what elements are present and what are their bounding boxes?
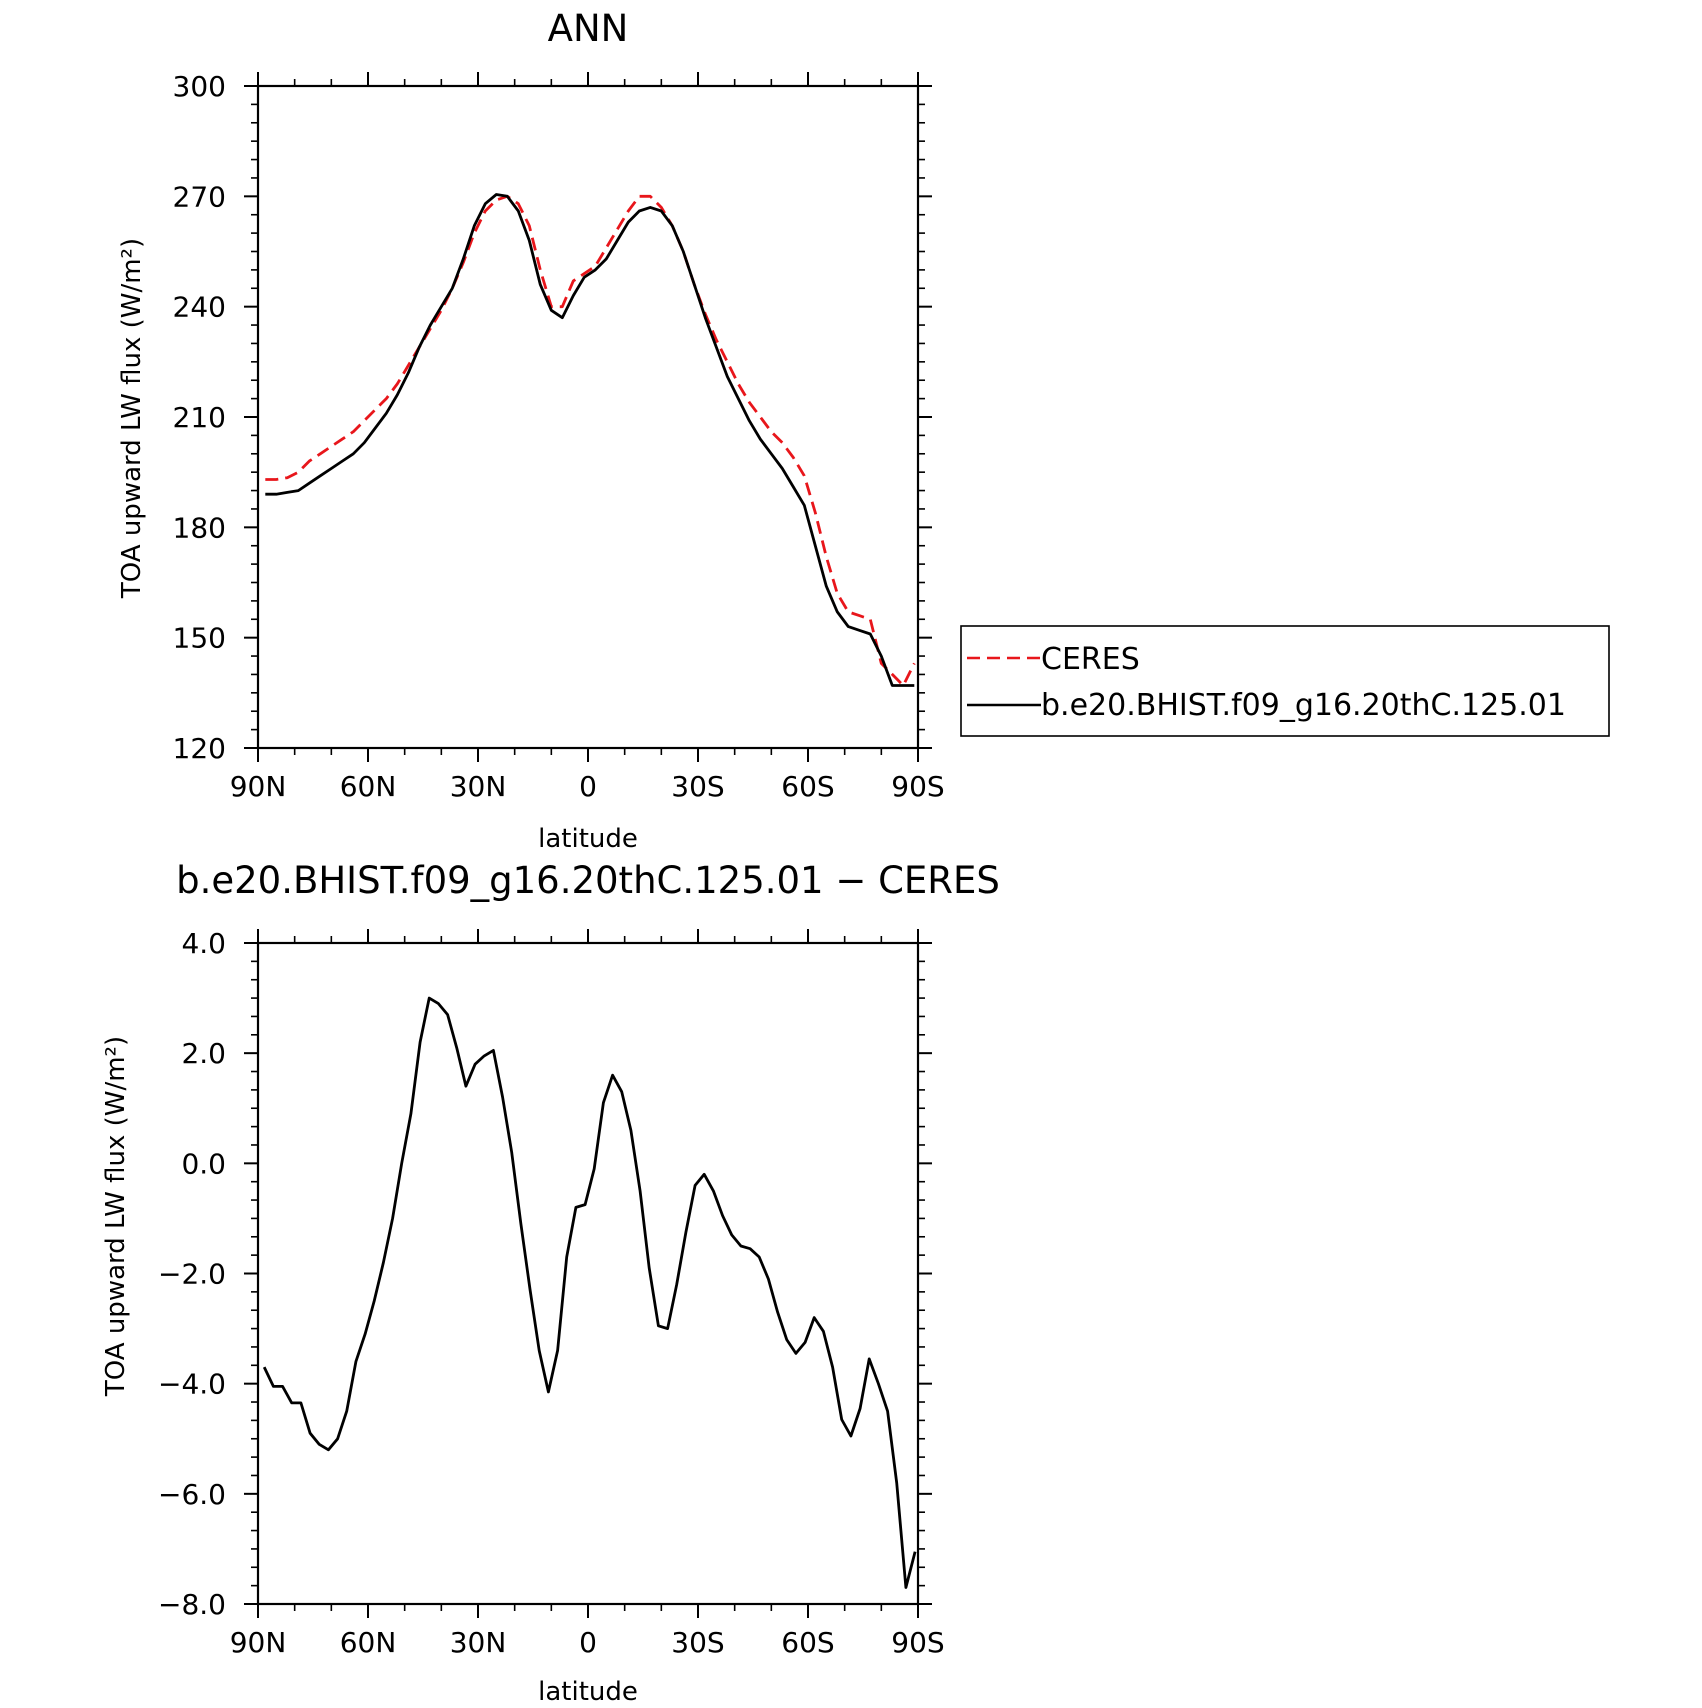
bottom-y-tick-label: −4.0 <box>158 1368 226 1401</box>
bottom-x-tick-label: 90N <box>230 1626 287 1659</box>
top-chart-title: ANN <box>548 7 629 50</box>
top-x-tick-label: 30S <box>671 770 724 803</box>
top-x-tick-label: 90N <box>230 770 287 803</box>
bottom-x-tick-label: 0 <box>579 1626 597 1659</box>
bottom-series-line-difference <box>262 996 917 1589</box>
bottom-y-tick-label: 0.0 <box>181 1147 226 1180</box>
top-x-tick-label: 30N <box>450 770 507 803</box>
legend-box <box>960 625 1610 737</box>
bottom-x-tick-label: 30S <box>671 1626 724 1659</box>
top-plot-area: 90N 60N 30N 0 30S 60S 90S 120 150 180 210 240 270 300 <box>173 70 945 803</box>
legend-label-model: b.e20.BHIST.f09_g16.20thC.125.01 <box>1041 688 1566 723</box>
bottom-y-axis-label: TOA upward LW flux (W/m²) <box>101 1036 131 1397</box>
bottom-x-tick-label: 30N <box>450 1626 507 1659</box>
top-x-tick-label: 60N <box>340 770 397 803</box>
top-y-tick-label: 270 <box>173 180 226 213</box>
top-panel: ANN TOA upward LW flux (W/m²) latitude 9… <box>117 7 945 854</box>
top-plot-frame <box>256 84 920 750</box>
top-x-tick-label: 90S <box>891 770 944 803</box>
top-y-tick-label: 150 <box>173 622 226 655</box>
legend: CERES b.e20.BHIST.f09_g16.20thC.125.01 <box>960 625 1610 737</box>
top-y-axis-label: TOA upward LW flux (W/m²) <box>117 238 147 599</box>
top-y-tick-label: 120 <box>173 732 226 765</box>
bottom-plot-frame <box>256 941 920 1606</box>
top-y-tick-label: 210 <box>173 401 226 434</box>
bottom-panel: b.e20.BHIST.f09_g16.20thC.125.01 − CERES… <box>101 859 1000 1707</box>
top-y-tick-label: 180 <box>173 511 226 544</box>
bottom-y-tick-label: −2.0 <box>158 1258 226 1291</box>
top-x-tick-label: 60S <box>781 770 834 803</box>
bottom-x-axis-label: latitude <box>538 1677 638 1707</box>
legend-label-ceres: CERES <box>1041 642 1140 677</box>
bottom-y-tick-label: 2.0 <box>181 1037 226 1070</box>
bottom-x-tick-label: 90S <box>891 1626 944 1659</box>
top-x-tick-label: 0 <box>579 770 597 803</box>
bottom-x-tick-label: 60N <box>340 1626 397 1659</box>
bottom-y-tick-label: −6.0 <box>158 1478 226 1511</box>
bottom-chart-title: b.e20.BHIST.f09_g16.20thC.125.01 − CERES <box>176 859 1000 902</box>
bottom-x-tick-label: 60S <box>781 1626 834 1659</box>
top-y-tick-label: 300 <box>173 70 226 103</box>
bottom-y-tick-label: −8.0 <box>158 1588 226 1621</box>
top-series-line-ceres <box>265 194 916 687</box>
bottom-plot-area: 90N 60N 30N 0 30S 60S 90S −8.0 −6.0 −4.0 −2.0 0.0 2.… <box>158 927 945 1659</box>
top-series-line-model <box>265 193 915 687</box>
top-x-axis-label: latitude <box>538 824 638 854</box>
top-y-tick-label: 240 <box>173 291 226 324</box>
bottom-y-tick-label: 4.0 <box>181 927 226 960</box>
